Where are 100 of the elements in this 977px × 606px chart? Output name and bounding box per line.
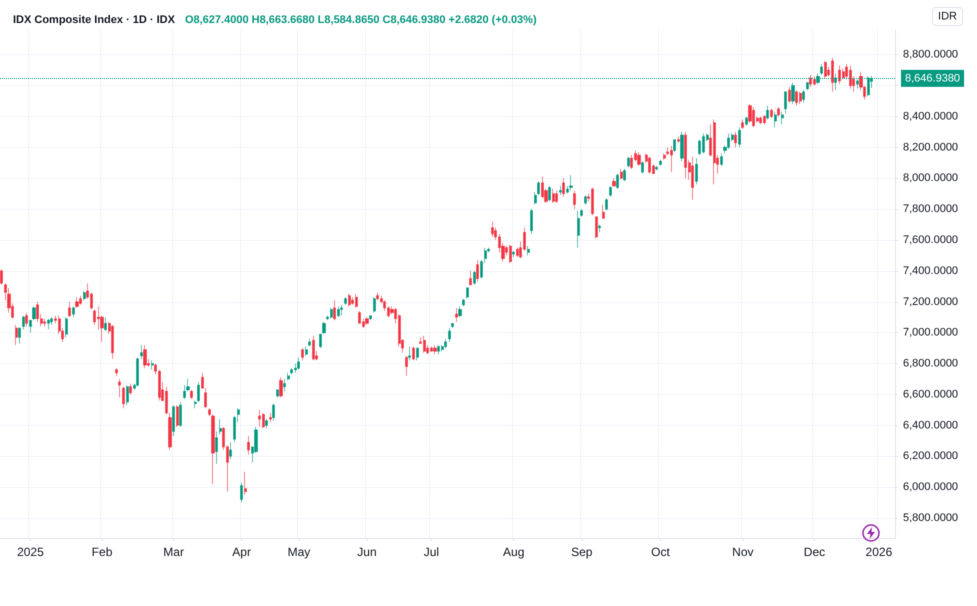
candlestick (659, 159, 662, 166)
candlestick (340, 304, 343, 316)
candlestick (738, 126, 741, 148)
x-tick-label: 2025 (17, 545, 44, 559)
x-tick-label: Oct (651, 545, 671, 559)
candlestick (448, 328, 451, 342)
chart-title: IDX Composite Index · 1D · IDX (13, 14, 176, 26)
candlestick (552, 188, 555, 204)
candlestick (509, 244, 512, 264)
candlestick (279, 377, 283, 398)
x-tick-label: Dec (804, 545, 826, 559)
candlestick (752, 106, 755, 128)
candlestick (0, 269, 3, 286)
candlestick (802, 90, 805, 103)
candlestick (648, 156, 651, 174)
candlestick (308, 338, 311, 347)
candlestick (734, 132, 737, 148)
candlestick (534, 192, 537, 205)
candlestick (677, 136, 680, 144)
candlestick (229, 442, 232, 460)
candlestick (469, 270, 472, 286)
candlestick (269, 412, 272, 422)
candlestick (194, 400, 197, 409)
text: IDR (938, 10, 958, 22)
candlestick (530, 208, 533, 234)
candlestick (473, 270, 476, 286)
candlestick (333, 300, 336, 321)
candlestick (358, 310, 361, 324)
ref-line-label: 8,646.9380 (905, 72, 960, 84)
candlestick (15, 324, 18, 346)
candlestick (122, 386, 125, 409)
candlestick (777, 106, 780, 117)
y-tick-label: 7,200.0000 (903, 296, 958, 308)
candlestick (541, 176, 544, 199)
candlestick (437, 344, 440, 355)
candlestick (83, 290, 86, 301)
candlestick (591, 187, 594, 216)
candlestick (559, 186, 562, 196)
y-tick-label: 5,800.0000 (903, 512, 958, 524)
y-tick-label: 7,400.0000 (903, 264, 958, 277)
candlestick (838, 65, 841, 84)
candlestick (763, 114, 766, 124)
x-tick-label: May (288, 545, 310, 559)
candlestick (458, 306, 462, 318)
candlestick (283, 378, 286, 392)
candlestick (680, 132, 684, 162)
candlestick (305, 346, 308, 356)
candlestick (774, 112, 777, 128)
candlestick (799, 91, 802, 104)
candlestick (595, 216, 598, 239)
candlestick (727, 133, 730, 150)
candlestick (344, 296, 347, 306)
y-tick-label: 7,800.0000 (903, 203, 958, 216)
candlestick (781, 112, 784, 124)
x-tick-label: Apr (232, 545, 251, 559)
candlestick (373, 296, 376, 313)
candlestick (143, 344, 147, 368)
candlestick (627, 156, 630, 168)
candlestick (641, 160, 644, 174)
candlestick (172, 404, 175, 436)
x-tick-label: Jul (424, 545, 440, 559)
candlestick (22, 315, 25, 330)
candlestick (451, 323, 454, 328)
candlestick (784, 91, 787, 114)
candlestick (126, 384, 129, 406)
candlestick (720, 153, 723, 166)
y-tick-label: 8,400.0000 (903, 110, 958, 122)
candlestick (609, 186, 612, 198)
candlestick (612, 178, 616, 186)
candlestick (93, 309, 96, 326)
candlestick (602, 204, 605, 219)
candlestick (444, 338, 447, 348)
candlestick (140, 344, 143, 360)
candlestick (197, 382, 200, 402)
candlestick (577, 210, 580, 248)
y-tick-label: 8,800.0000 (903, 48, 958, 61)
candlestick (412, 346, 415, 361)
candlestick (770, 108, 773, 118)
y-tick-label: 6,400.0000 (903, 419, 958, 432)
candlestick (831, 57, 834, 92)
candlestick (258, 410, 261, 428)
chart-subtitle: O8,627.4000 H8,663.6680 L8,584.8650 C8,646.9380 +2.6820 (+0.03%) (184, 14, 537, 26)
candlestick (301, 348, 304, 361)
candlestick (408, 346, 411, 361)
candlestick (537, 181, 540, 196)
candlestick (820, 64, 823, 76)
candlestick (215, 431, 218, 464)
candlestick (265, 418, 268, 429)
candlestick (548, 186, 551, 202)
candlestick (573, 190, 576, 210)
candlestick (630, 154, 633, 170)
candlestick (809, 74, 812, 88)
candlestick (491, 221, 494, 238)
candlestick (788, 86, 791, 103)
candlestick (455, 308, 458, 322)
candlestick (584, 194, 587, 205)
candlestick (272, 403, 275, 421)
candlestick (713, 119, 716, 185)
candlestick (244, 471, 247, 496)
candlestick (741, 119, 744, 130)
